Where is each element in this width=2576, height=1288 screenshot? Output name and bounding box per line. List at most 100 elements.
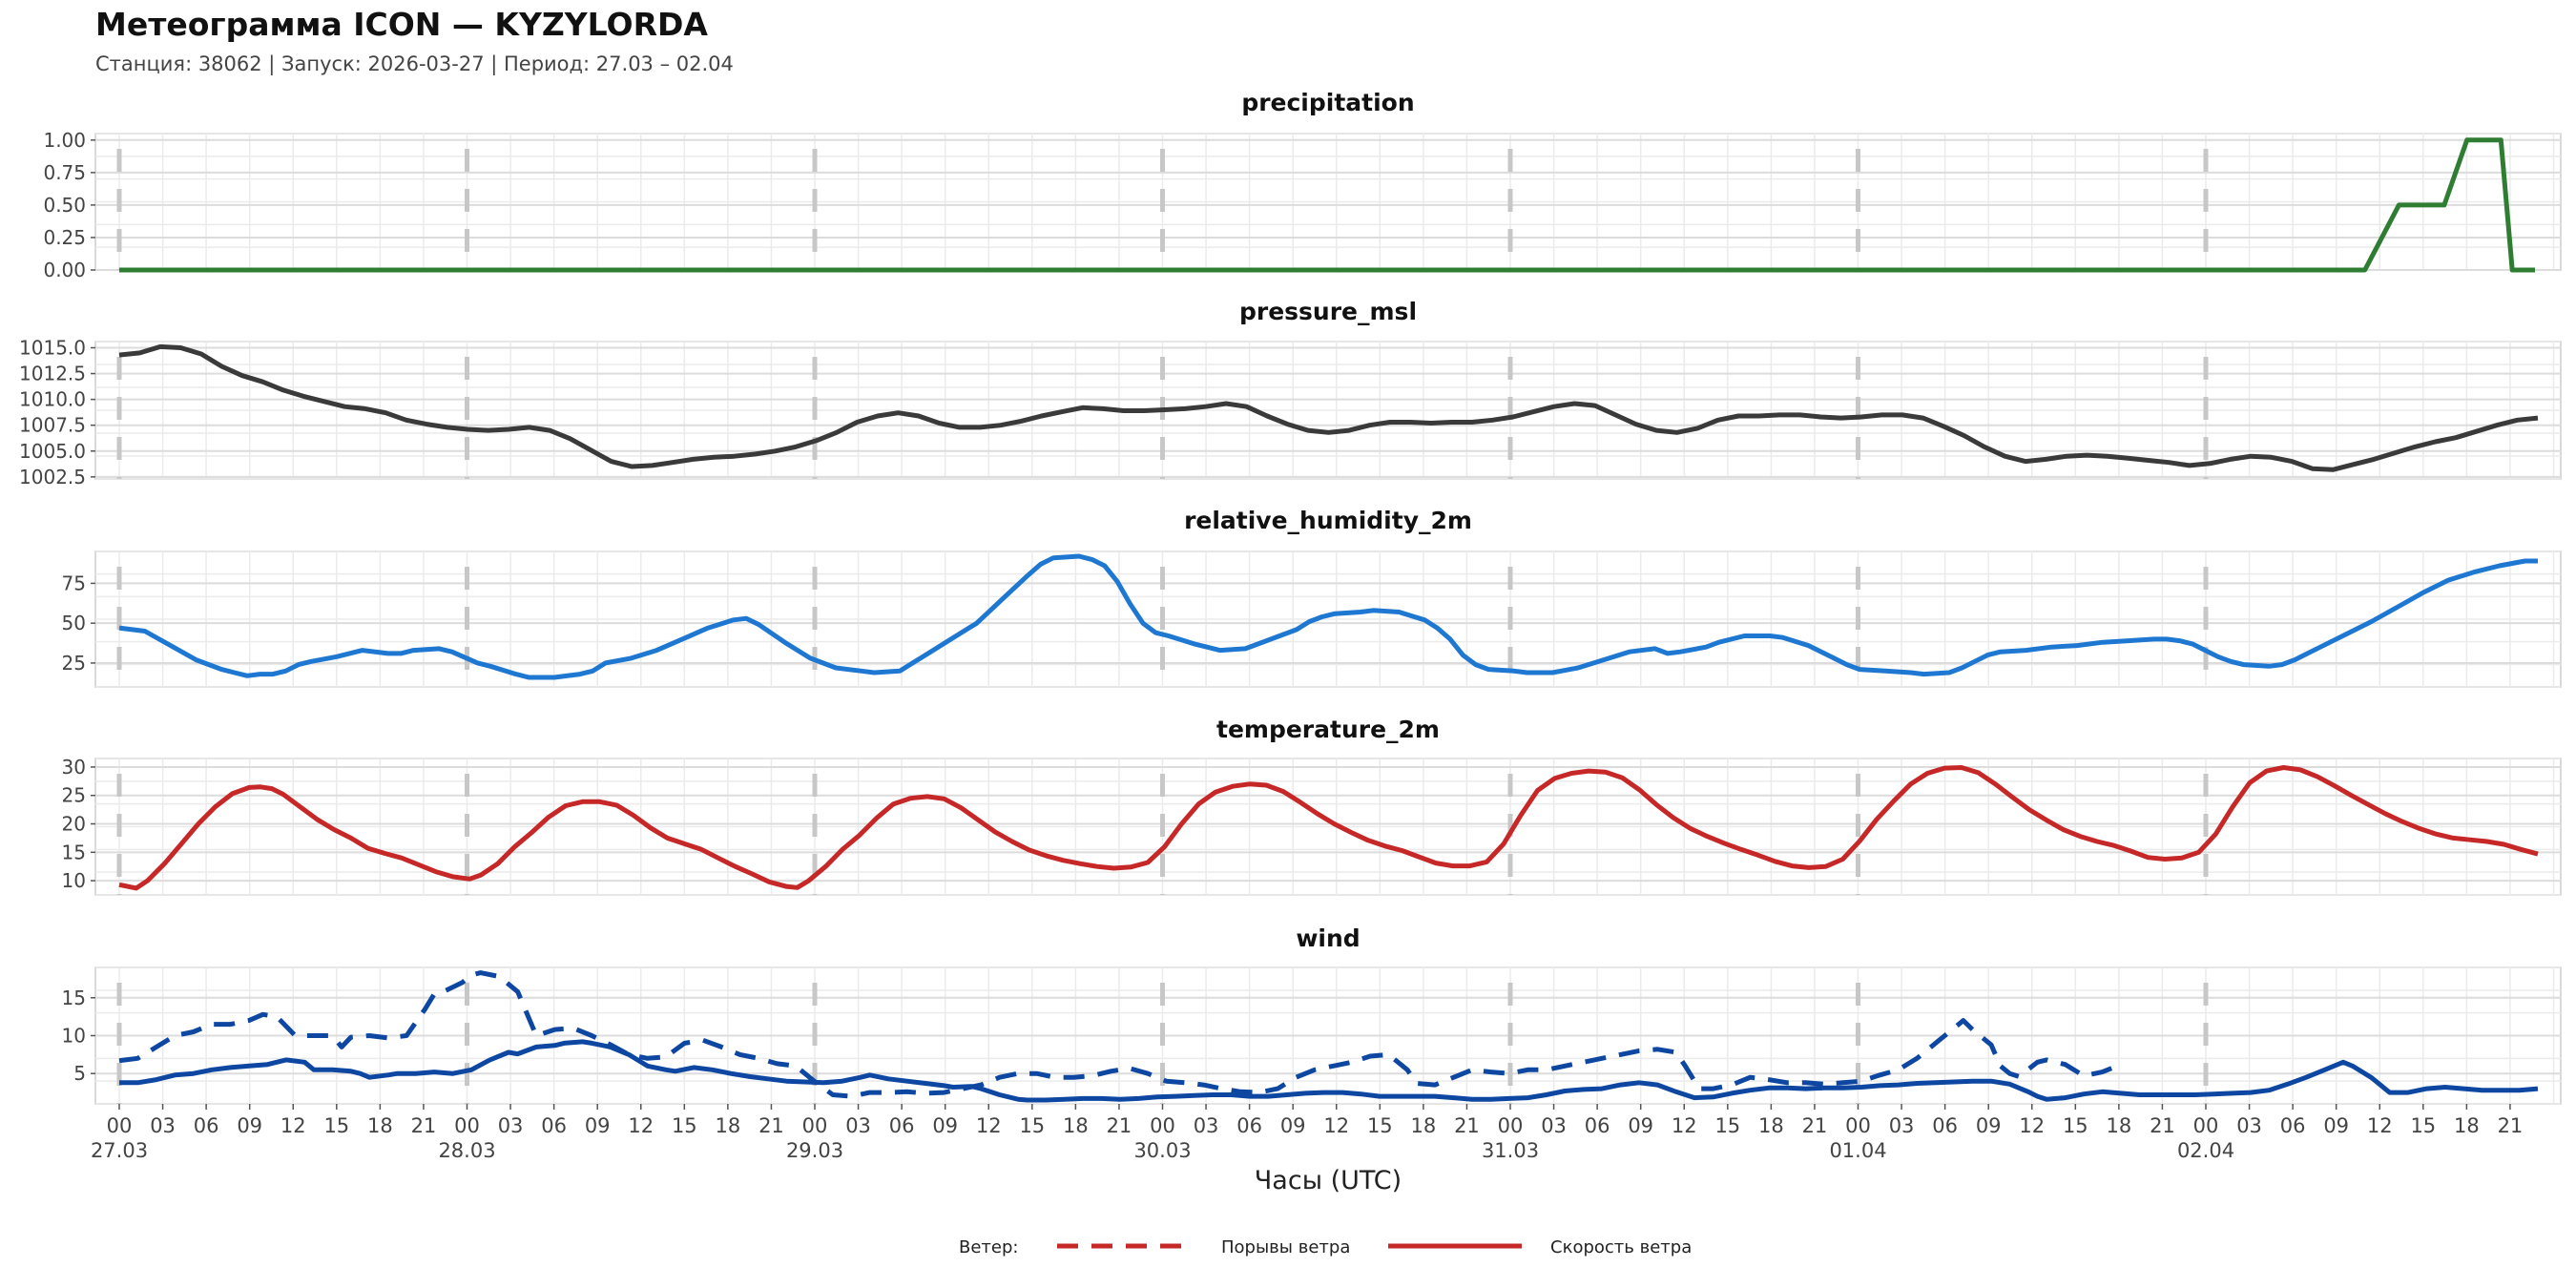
y-tick-label: 1007.5 bbox=[19, 414, 86, 437]
panel-wind: 5 10 15 wind bbox=[62, 924, 2562, 1105]
y-tick-label: 30 bbox=[62, 756, 86, 779]
panel-relative-humidity-2m: 25 50 75 relative_humidity_2m bbox=[62, 507, 2562, 688]
y-tick-label: 0.75 bbox=[43, 161, 86, 184]
x-tick-label: 06 bbox=[194, 1114, 219, 1137]
legend-label: Скорость ветра bbox=[1550, 1237, 1692, 1257]
x-axis: 00 03 06 09 12 15 18 21 00 03 06 09 12 15 18 21 00 03 06 09… bbox=[91, 1104, 2523, 1195]
x-tick-label: 15 bbox=[2063, 1114, 2088, 1137]
x-tick-label: 03 bbox=[2236, 1114, 2262, 1137]
x-tick-label: 09 bbox=[2323, 1114, 2349, 1137]
legend-label: Порывы ветра bbox=[1221, 1237, 1350, 1257]
y-tick-label: 25 bbox=[62, 784, 86, 807]
x-tick-label: 00 bbox=[1845, 1114, 1871, 1137]
chart-header: Метеограмма ICON — KYZYLORDA Станция: 38… bbox=[95, 6, 734, 75]
y-tick-label: 5 bbox=[73, 1062, 86, 1085]
x-tick-label: 18 bbox=[1063, 1114, 1089, 1137]
x-tick-label: 00 bbox=[107, 1114, 133, 1137]
x-day-label: 02.04 bbox=[2177, 1139, 2234, 1162]
panel-title: wind bbox=[1296, 924, 1360, 952]
x-tick-label: 09 bbox=[1976, 1114, 2002, 1137]
y-tick-label: 10 bbox=[62, 1025, 86, 1048]
x-tick-label: 21 bbox=[2150, 1114, 2175, 1137]
x-tick-label: 15 bbox=[1019, 1114, 1045, 1137]
panel-title: pressure_msl bbox=[1239, 298, 1417, 325]
x-tick-label: 12 bbox=[1323, 1114, 1349, 1137]
series-line-precipitation-0 bbox=[119, 137, 2535, 273]
y-tick-label: 1005.0 bbox=[19, 440, 86, 463]
panel-title: precipitation bbox=[1241, 89, 1414, 116]
x-tick-label: 12 bbox=[1672, 1114, 1697, 1137]
x-day-label: 31.03 bbox=[1482, 1139, 1539, 1162]
x-day-label: 29.03 bbox=[786, 1139, 843, 1162]
x-day-label: 01.04 bbox=[1829, 1139, 1886, 1162]
x-tick-label: 18 bbox=[2107, 1114, 2132, 1137]
x-tick-label: 00 bbox=[2193, 1114, 2219, 1137]
x-tick-label: 18 bbox=[367, 1114, 393, 1137]
x-tick-label: 21 bbox=[411, 1114, 437, 1137]
x-tick-label: 09 bbox=[237, 1114, 262, 1137]
x-tick-label: 09 bbox=[1628, 1114, 1653, 1137]
x-tick-label: 21 bbox=[1107, 1114, 1132, 1137]
series-line-temperature-2m-0 bbox=[118, 765, 2539, 891]
x-tick-label: 15 bbox=[323, 1114, 349, 1137]
y-tick-label: 0.25 bbox=[43, 226, 86, 249]
panel-temperature-2m: 10 15 20 25 30 temperature_2m bbox=[62, 716, 2562, 896]
x-tick-label: 06 bbox=[541, 1114, 567, 1137]
x-tick-label: 00 bbox=[1498, 1114, 1524, 1137]
y-tick-label: 0.50 bbox=[43, 194, 86, 217]
x-tick-label: 21 bbox=[2498, 1114, 2524, 1137]
panel-pressure-msl: 1002.5 1005.0 1007.5 1010.0 1012.5 1015.0 pres… bbox=[19, 298, 2562, 488]
x-day-label: 28.03 bbox=[438, 1139, 495, 1162]
series-line-wind-1 bbox=[119, 1039, 2539, 1103]
x-tick-label: 03 bbox=[845, 1114, 871, 1137]
panel-precipitation: 0.00 0.25 0.50 0.75 1.00 precipitation bbox=[43, 89, 2562, 281]
x-tick-label: 12 bbox=[2019, 1114, 2045, 1137]
x-day-label: 30.03 bbox=[1133, 1139, 1191, 1162]
x-tick-label: 12 bbox=[628, 1114, 654, 1137]
x-tick-label: 12 bbox=[280, 1114, 306, 1137]
x-tick-label: 12 bbox=[2367, 1114, 2393, 1137]
x-tick-label: 06 bbox=[1932, 1114, 1958, 1137]
panel-title: relative_humidity_2m bbox=[1184, 507, 1472, 534]
x-tick-label: 03 bbox=[1889, 1114, 1915, 1137]
y-tick-label: 75 bbox=[62, 571, 86, 594]
series-line-relative-humidity-2m-0 bbox=[118, 553, 2538, 680]
x-tick-label: 03 bbox=[1194, 1114, 1219, 1137]
x-tick-label: 03 bbox=[150, 1114, 176, 1137]
y-tick-label: 50 bbox=[62, 612, 86, 634]
x-tick-label: 18 bbox=[1411, 1114, 1437, 1137]
y-tick-label: 15 bbox=[62, 841, 86, 863]
y-tick-label: 1.00 bbox=[43, 129, 86, 152]
series-line-pressure-msl-0 bbox=[118, 343, 2539, 472]
x-tick-label: 03 bbox=[1541, 1114, 1567, 1137]
x-day-label: 27.03 bbox=[91, 1139, 148, 1162]
x-tick-label: 00 bbox=[454, 1114, 480, 1137]
x-tick-label: 12 bbox=[976, 1114, 1002, 1137]
chart-subtitle: Станция: 38062 | Запуск: 2026-03-27 | Пе… bbox=[95, 52, 734, 75]
x-tick-label: 15 bbox=[1714, 1114, 1740, 1137]
y-tick-label: 1012.5 bbox=[19, 363, 86, 385]
y-tick-label: 1010.0 bbox=[19, 388, 86, 411]
x-tick-label: 18 bbox=[716, 1114, 741, 1137]
x-tick-label: 09 bbox=[585, 1114, 611, 1137]
x-tick-label: 21 bbox=[1802, 1114, 1828, 1137]
x-tick-label: 06 bbox=[2280, 1114, 2306, 1137]
x-tick-label: 06 bbox=[1236, 1114, 1262, 1137]
y-tick-label: 20 bbox=[62, 813, 86, 836]
y-tick-label: 1015.0 bbox=[19, 336, 86, 359]
x-tick-label: 15 bbox=[672, 1114, 697, 1137]
y-tick-label: 25 bbox=[62, 652, 86, 675]
x-tick-label: 15 bbox=[1367, 1114, 1393, 1137]
y-tick-label: 1002.5 bbox=[19, 466, 86, 488]
chart-legend: Ветер: Порывы ветра Скорость ветра bbox=[959, 1237, 1692, 1257]
y-tick-label: 15 bbox=[62, 987, 86, 1009]
chart-title: Метеограмма ICON — KYZYLORDA bbox=[95, 6, 708, 43]
x-tick-label: 03 bbox=[498, 1114, 524, 1137]
series-line-wind-0 bbox=[118, 970, 2113, 1099]
x-tick-label: 00 bbox=[1150, 1114, 1175, 1137]
x-tick-label: 06 bbox=[889, 1114, 915, 1137]
x-tick-label: 09 bbox=[1280, 1114, 1306, 1137]
x-tick-label: 09 bbox=[932, 1114, 958, 1137]
x-tick-label: 00 bbox=[802, 1114, 828, 1137]
x-tick-label: 06 bbox=[1585, 1114, 1610, 1137]
